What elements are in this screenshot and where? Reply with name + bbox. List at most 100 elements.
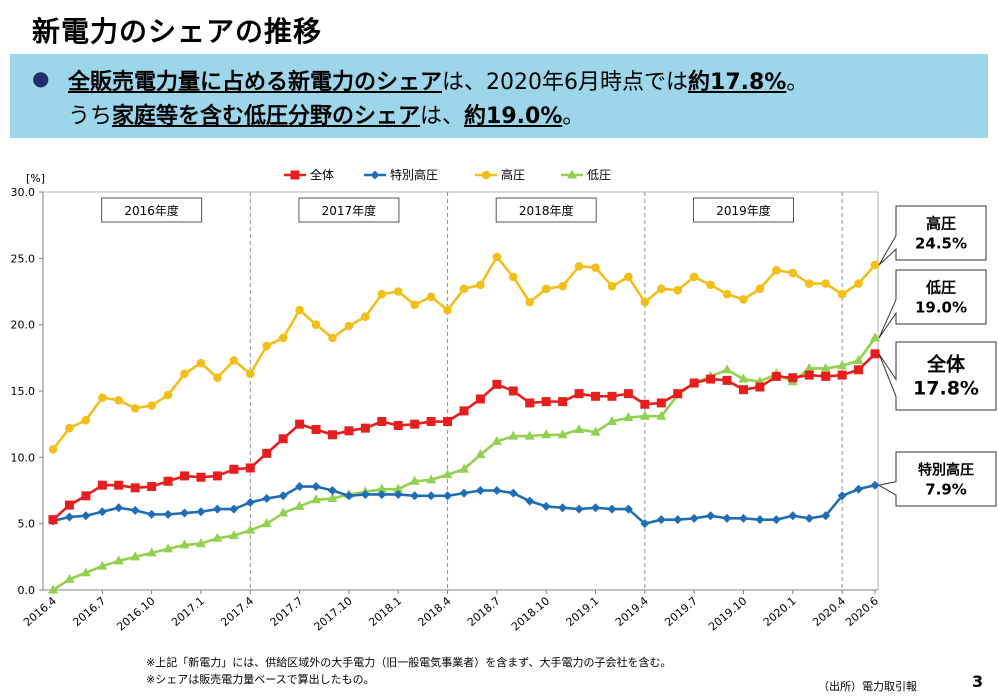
data-point [114, 480, 124, 490]
data-point [673, 389, 683, 399]
data-point [738, 385, 748, 395]
summary-text: 。 [562, 104, 585, 129]
data-point [541, 397, 551, 407]
callout-box [878, 269, 987, 339]
data-point [558, 397, 568, 407]
data-point [245, 497, 255, 507]
data-point [328, 333, 337, 343]
data-point [377, 289, 387, 299]
data-point [130, 403, 140, 413]
data-point [771, 515, 781, 525]
data-point [443, 491, 453, 501]
data-point [623, 412, 634, 422]
data-point [195, 538, 206, 548]
data-point [327, 486, 337, 495]
data-point [261, 518, 272, 528]
data-point [212, 504, 222, 514]
data-point [722, 289, 732, 299]
data-point [229, 356, 239, 365]
data-point [410, 300, 419, 310]
data-point [113, 555, 124, 565]
x-tick-label: 2019.7 [662, 594, 700, 629]
data-point [442, 469, 453, 479]
data-point [361, 312, 370, 322]
data-point [344, 491, 354, 501]
legend-label: 高圧 [501, 167, 525, 182]
summary-phrase-total: 全販売電力量に占める新電力のシェア [68, 70, 443, 95]
data-point [146, 547, 157, 557]
data-point [410, 419, 420, 429]
data-point [739, 295, 748, 304]
data-point [525, 398, 535, 408]
data-point [376, 483, 387, 493]
data-point [689, 272, 699, 282]
data-point [509, 272, 518, 282]
source-note: （出所）電力取引報 [818, 680, 917, 693]
data-point [591, 503, 601, 513]
data-point [870, 480, 880, 490]
data-point [311, 320, 321, 329]
data-point [804, 279, 814, 288]
data-point [344, 321, 354, 331]
x-tick-label: 2020.6 [843, 594, 881, 629]
data-point [821, 371, 831, 381]
callout-value: 24.5% [915, 235, 967, 253]
data-point [262, 493, 272, 503]
data-point [443, 417, 453, 427]
x-tick-label: 2019.10 [706, 594, 749, 633]
data-point [673, 285, 683, 295]
summary-value-low-voltage: 約19.0% [464, 104, 563, 129]
data-point [772, 265, 781, 275]
legend-marker [481, 170, 491, 180]
data-point [541, 284, 551, 294]
data-point [459, 284, 469, 294]
data-point [65, 423, 74, 433]
callout-box [877, 451, 997, 507]
data-point [163, 390, 173, 400]
fiscal-year-label: 2016年度 [124, 203, 179, 218]
data-point [426, 491, 436, 501]
x-tick-label: 2018.7 [465, 594, 503, 629]
data-point [64, 573, 75, 583]
y-tick-label: 30.0 [11, 186, 36, 199]
summary-value-total: 約17.8% [688, 70, 787, 95]
data-point [837, 289, 847, 299]
data-point [130, 551, 141, 561]
data-point [508, 386, 518, 396]
data-point [524, 430, 535, 440]
data-point [640, 399, 650, 409]
y-tick-label: 10.0 [11, 451, 36, 464]
data-point [48, 445, 58, 454]
data-point [837, 360, 848, 370]
data-point [426, 417, 436, 427]
data-point [393, 483, 404, 493]
callout-value: 19.0% [915, 299, 967, 317]
data-point [311, 494, 322, 504]
data-point [706, 280, 715, 290]
data-point [870, 349, 880, 359]
data-point [180, 471, 190, 481]
x-tick-label: 2018.1 [366, 594, 404, 629]
data-point [854, 279, 863, 288]
data-point [870, 332, 880, 342]
data-point [114, 395, 124, 405]
data-point [97, 560, 108, 570]
data-point [541, 429, 552, 439]
data-point [525, 496, 535, 506]
data-point [130, 505, 140, 515]
data-point [755, 382, 765, 392]
data-point [344, 426, 354, 436]
x-tick-label: 2018.10 [509, 594, 552, 633]
data-point [64, 512, 74, 522]
data-point [409, 475, 420, 485]
summary-text: うち [68, 104, 113, 129]
data-point [640, 297, 650, 307]
summary-text: は、2020年6月時点では [442, 70, 689, 95]
data-point [212, 532, 223, 542]
callout-name: 高圧 [926, 215, 956, 233]
data-point [771, 371, 781, 381]
data-point [196, 472, 206, 482]
data-point [623, 504, 633, 514]
data-point [295, 305, 304, 315]
data-point [459, 406, 469, 416]
